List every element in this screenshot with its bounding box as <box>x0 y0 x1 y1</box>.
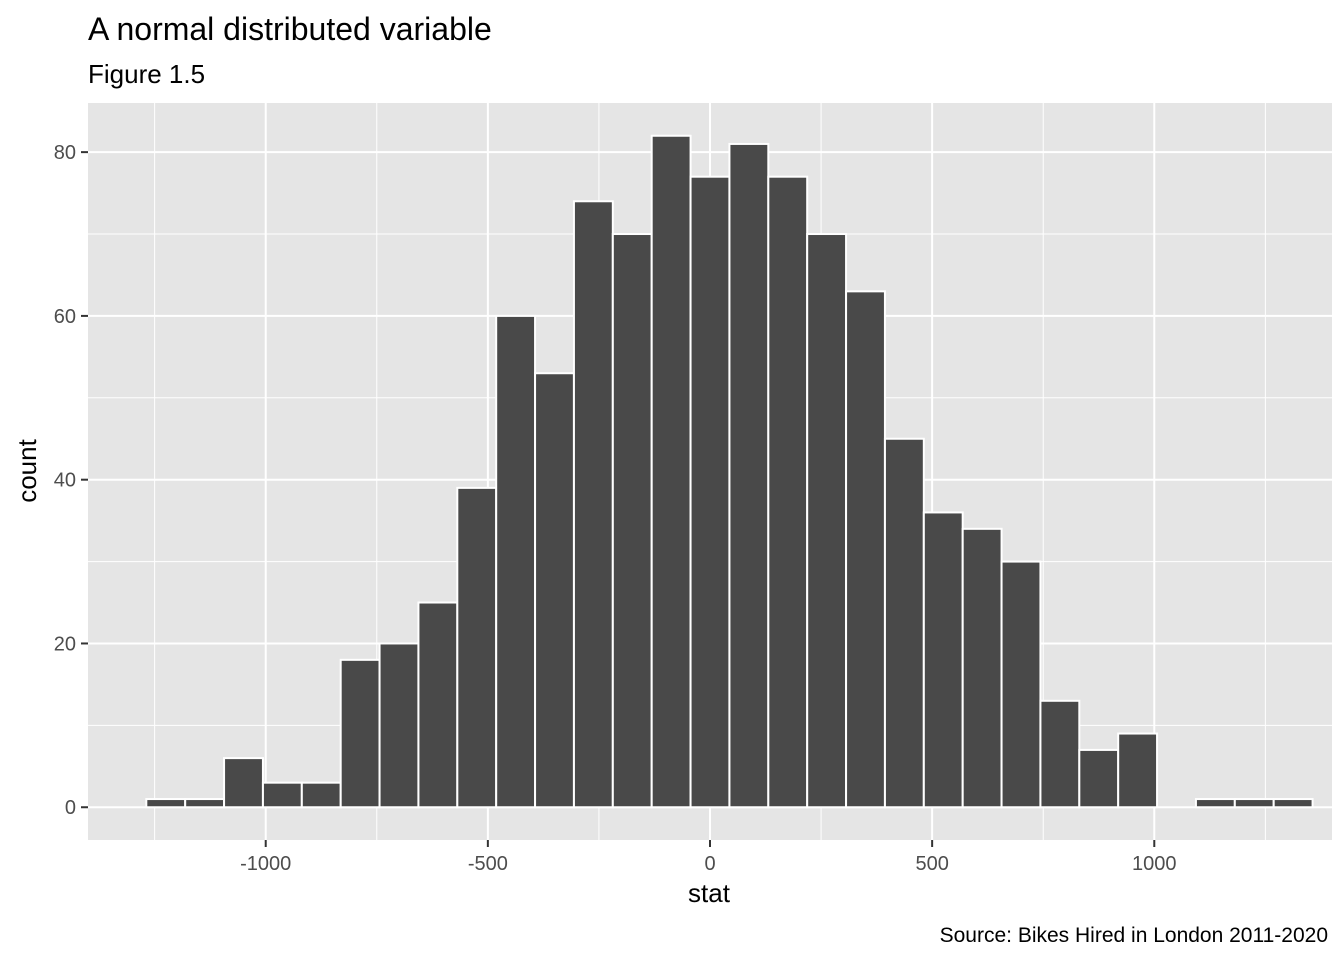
histogram-bar <box>611 233 653 809</box>
histogram-bar <box>339 658 381 809</box>
histogram-bars <box>145 134 1314 809</box>
chart-title: A normal distributed variable <box>88 11 492 47</box>
histogram-bar <box>145 798 187 809</box>
histogram-bar <box>1233 798 1275 809</box>
histogram-bar <box>1117 732 1159 809</box>
x-tick-label: 500 <box>915 853 948 875</box>
histogram-bar <box>534 372 575 809</box>
histogram-bar <box>300 781 342 809</box>
histogram-bar <box>184 798 226 809</box>
histogram-bar <box>961 527 1003 809</box>
y-tick-label: 20 <box>54 633 76 655</box>
histogram-bar <box>922 511 964 809</box>
histogram-bar <box>845 290 886 809</box>
histogram-bar <box>378 642 420 809</box>
histogram-bar <box>806 233 848 809</box>
histogram-bar <box>728 142 770 809</box>
histogram-bar <box>495 314 537 809</box>
histogram-bar <box>1000 560 1042 809</box>
y-axis-title: count <box>12 438 42 502</box>
histogram-bar <box>261 781 303 809</box>
x-tick-label: 1000 <box>1132 853 1177 875</box>
chart-caption: Source: Bikes Hired in London 2011-2020 <box>940 924 1328 947</box>
x-axis: -1000 -500 0 500 1000 <box>240 840 1177 875</box>
histogram-bar <box>417 601 459 809</box>
histogram-bar <box>1039 699 1081 809</box>
y-tick-label: 60 <box>54 306 76 328</box>
x-tick-label: -500 <box>468 853 508 875</box>
histogram-bar <box>223 757 264 809</box>
y-tick-label: 40 <box>54 470 76 492</box>
y-tick-label: 80 <box>54 142 76 164</box>
y-axis: 0 20 40 60 80 <box>54 142 88 819</box>
x-tick-label: 0 <box>704 853 715 875</box>
histogram-bar <box>1078 748 1120 809</box>
histogram-bar <box>767 175 809 809</box>
y-tick-label: 0 <box>65 797 76 819</box>
chart-subtitle: Figure 1.5 <box>88 59 205 89</box>
histogram-bar <box>1194 798 1236 809</box>
histogram-bar <box>650 134 692 809</box>
histogram-bar <box>883 437 925 809</box>
histogram-bar <box>1272 798 1314 809</box>
histogram-bar <box>572 200 614 809</box>
x-axis-title: stat <box>688 878 731 908</box>
histogram-bar <box>456 486 498 809</box>
x-tick-label: -1000 <box>240 853 291 875</box>
histogram-bar <box>689 175 731 809</box>
